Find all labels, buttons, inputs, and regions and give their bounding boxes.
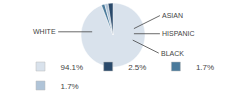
svg-text:BLACK: BLACK	[161, 50, 184, 57]
svg-text:ASIAN: ASIAN	[162, 12, 183, 19]
svg-text:2.5%: 2.5%	[128, 63, 146, 72]
svg-text:1.7%: 1.7%	[61, 82, 79, 91]
svg-text:HISPANIC: HISPANIC	[162, 30, 195, 37]
svg-text:WHITE: WHITE	[33, 28, 56, 35]
svg-text:1.7%: 1.7%	[196, 63, 214, 72]
svg-text:94.1%: 94.1%	[61, 63, 84, 72]
